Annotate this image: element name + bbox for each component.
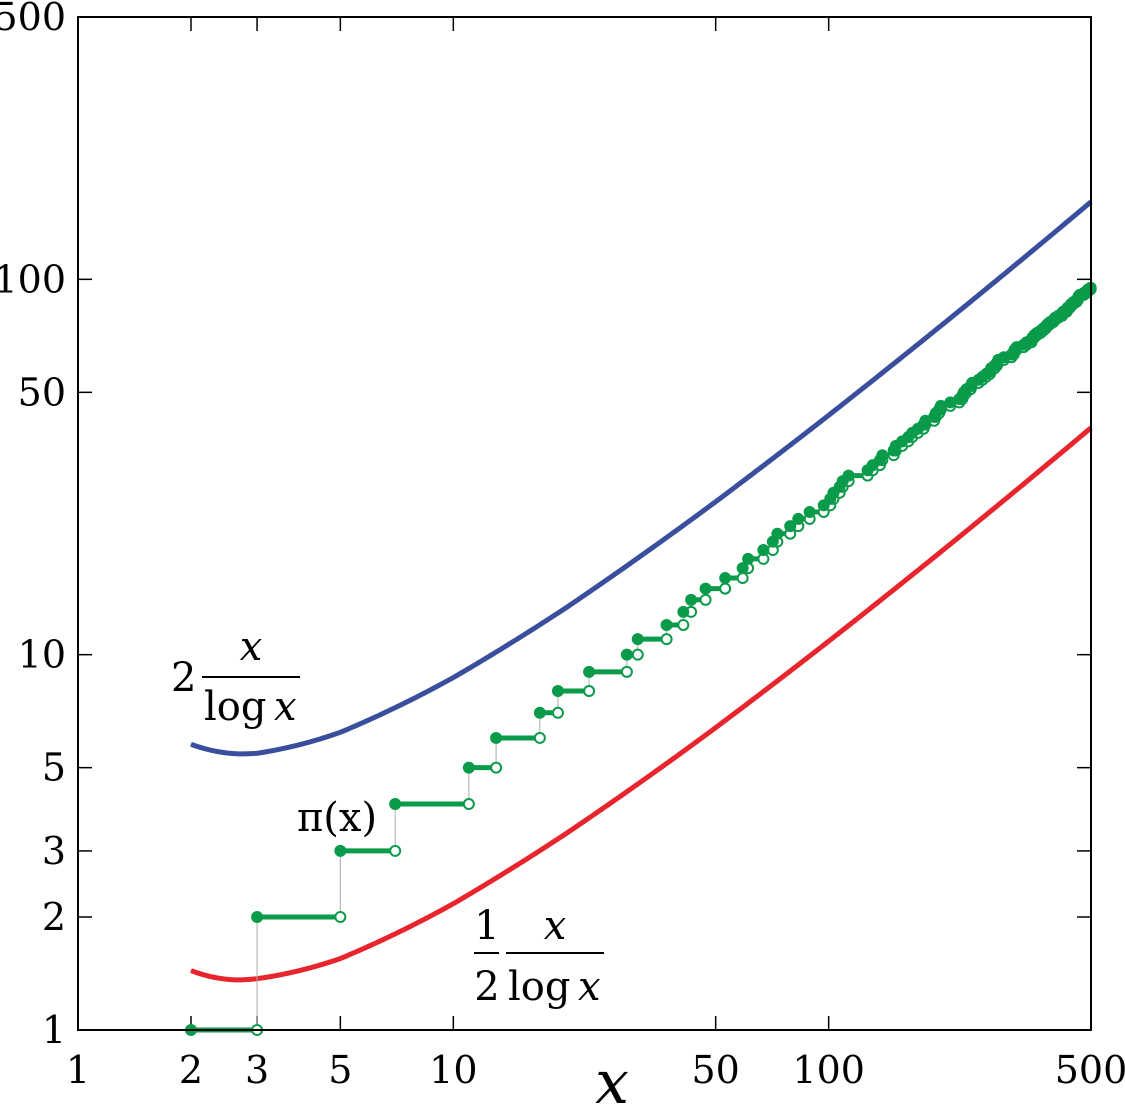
pi-filled-point — [533, 706, 546, 719]
curves — [190, 199, 1093, 983]
pi-filled-point — [803, 505, 816, 518]
x-tick-label: 3 — [245, 1048, 269, 1092]
pi-open-point — [736, 572, 749, 585]
lower-denominator-log: log — [508, 964, 570, 1010]
y-tick-label: 3 — [42, 829, 66, 873]
upper-denominator-log: log — [204, 684, 266, 730]
pi-filled-point — [719, 572, 732, 585]
pi-steps — [184, 281, 1097, 1036]
upper-denominator-x: x — [274, 684, 297, 730]
pi-filled-point — [660, 618, 673, 631]
ticks — [77, 16, 1092, 1031]
pi-filled-point — [551, 685, 564, 698]
pi-open-point — [677, 618, 690, 631]
pi-open-point — [551, 706, 564, 719]
pi-open-point — [660, 633, 673, 646]
pi-filled-point — [784, 520, 797, 533]
pi-filled-point — [699, 582, 712, 595]
pi-filled-point — [490, 731, 503, 744]
y-tick-label: 500 — [0, 0, 66, 39]
pi-filled-point — [876, 449, 889, 462]
pi-filled-point — [771, 527, 784, 540]
pi-label: π(x) — [297, 795, 377, 841]
pi-filled-point — [677, 605, 690, 618]
pi-open-point — [389, 844, 402, 857]
pi-open-point — [583, 685, 596, 698]
y-tick-label: 2 — [42, 895, 66, 939]
pi-filled-point — [620, 648, 633, 661]
lower-coef-den: 2 — [474, 964, 499, 1010]
pi-filled-point — [736, 562, 749, 575]
y-tick-label: 50 — [18, 370, 66, 414]
lower-numerator: x — [544, 903, 567, 949]
pi-open-point — [490, 761, 503, 774]
x-tick-label: 10 — [429, 1048, 477, 1092]
pi-open-point — [334, 911, 347, 924]
pi-open-point — [631, 648, 644, 661]
pi-filled-point — [685, 593, 698, 606]
pi-filled-point — [742, 552, 755, 565]
lower-denominator-x: x — [578, 964, 601, 1010]
pi-filled-point — [792, 512, 805, 525]
pi-open-point — [699, 593, 712, 606]
x-tick-label: 50 — [691, 1048, 739, 1092]
x-axis-label: x — [595, 1048, 629, 1115]
series-line-lower — [190, 425, 1093, 983]
pi-filled-point — [842, 469, 855, 482]
series-line-upper — [190, 199, 1093, 757]
upper-coef: 2 — [171, 655, 196, 701]
y-tick-label: 10 — [18, 633, 66, 677]
pi-filled-point — [251, 911, 264, 924]
pi-open-point — [462, 798, 475, 811]
pi-filled-point — [757, 544, 770, 557]
upper-curve-annotation: 2 x log x — [171, 624, 300, 730]
y-tick-label: 1 — [42, 1008, 66, 1052]
pi-filled-point — [583, 665, 596, 678]
pi-filled-point — [631, 633, 644, 646]
pi-open-point — [533, 731, 546, 744]
pi-filled-point — [462, 761, 475, 774]
x-tick-label: 1 — [66, 1048, 90, 1092]
y-tick-label: 100 — [0, 257, 66, 301]
x-tick-label: 100 — [792, 1048, 865, 1092]
upper-numerator: x — [240, 624, 263, 670]
y-tick-label: 5 — [42, 746, 66, 790]
lower-curve-annotation: 1 2 x log x — [474, 903, 604, 1010]
lower-coef-num: 1 — [474, 903, 499, 949]
x-tick-label: 500 — [1055, 1048, 1125, 1092]
x-tick-label: 5 — [328, 1048, 352, 1092]
pi-filled-point — [334, 844, 347, 857]
pi-filled-point — [389, 798, 402, 811]
plot-frame — [77, 16, 1092, 1031]
pi-open-point — [719, 582, 732, 595]
pi-open-point — [620, 665, 633, 678]
x-tick-label: 2 — [179, 1048, 203, 1092]
